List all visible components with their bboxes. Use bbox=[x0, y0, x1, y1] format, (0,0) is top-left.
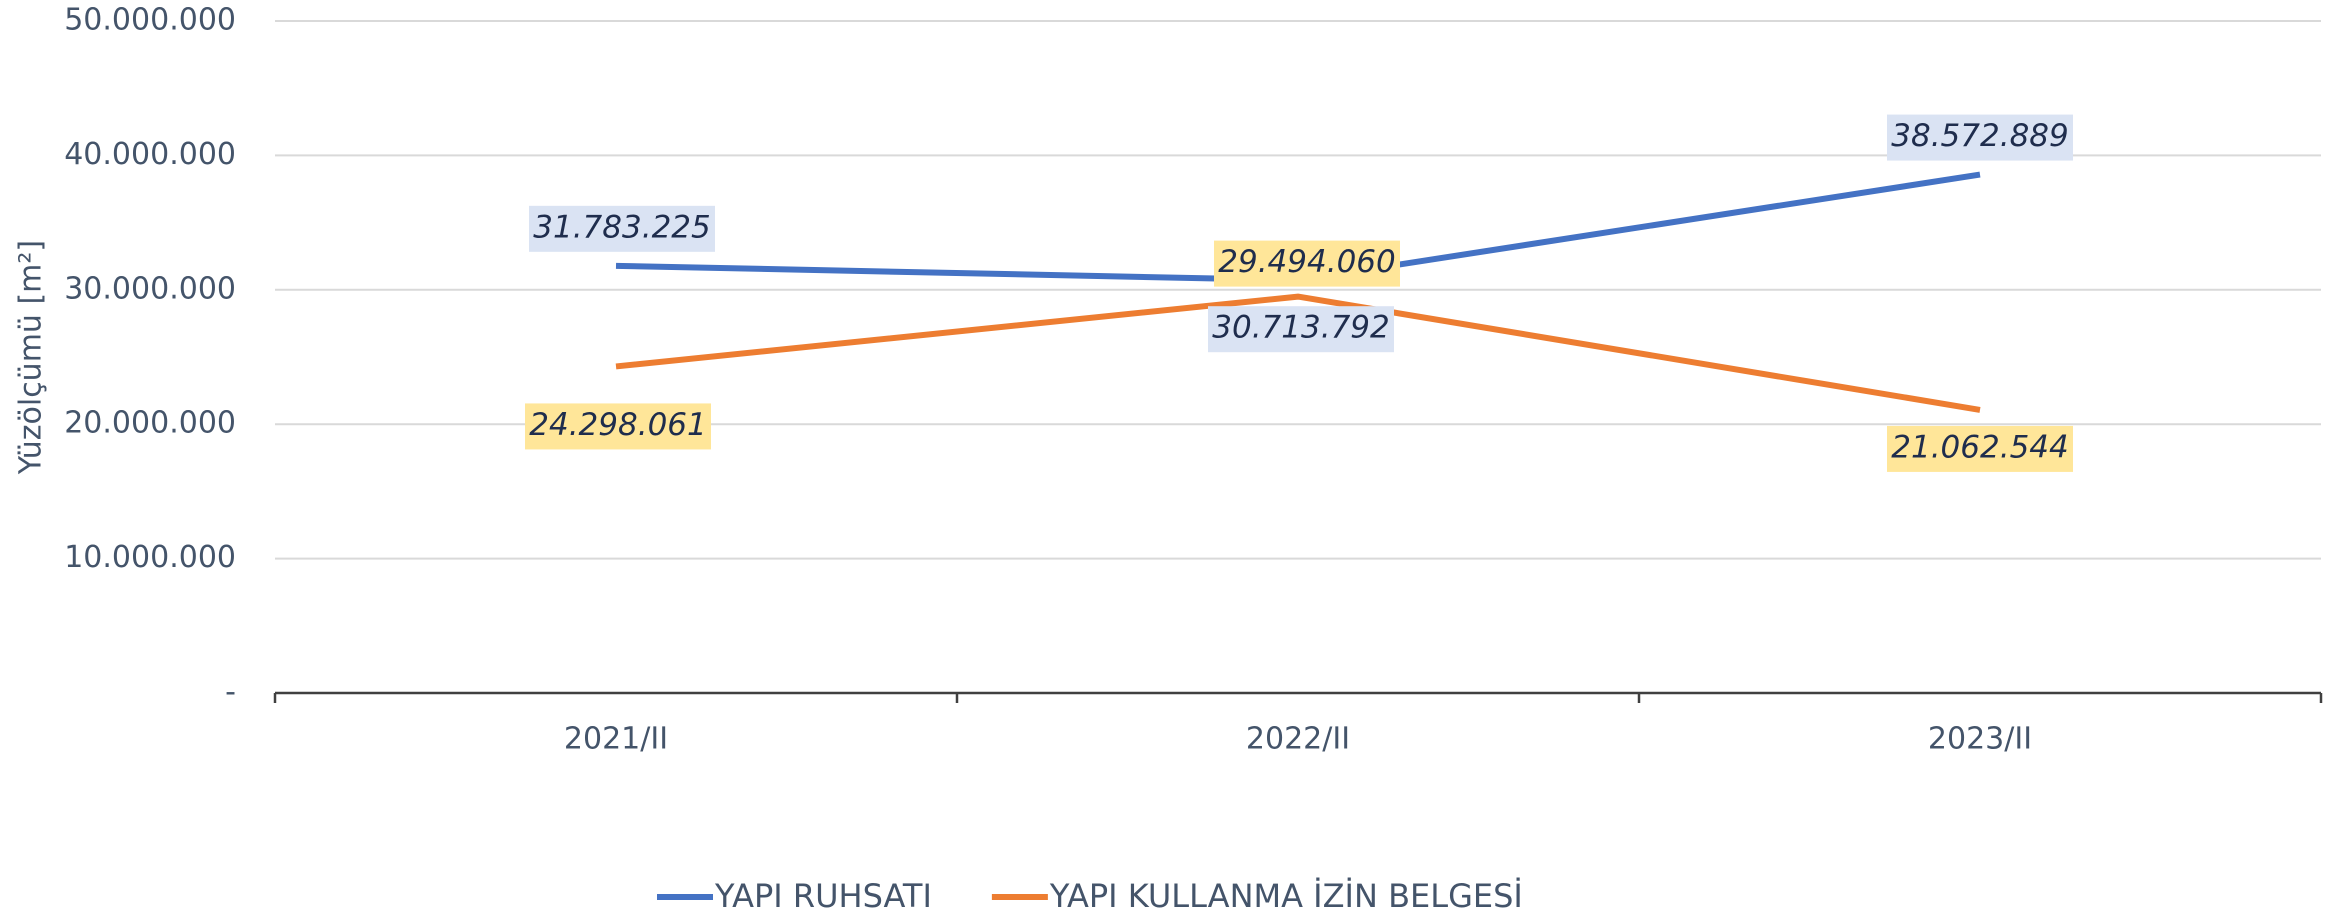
y-tick-label: - bbox=[225, 675, 236, 710]
line-series bbox=[615, 293, 1981, 413]
data-label-bg bbox=[525, 403, 711, 450]
data-label-bg bbox=[1214, 240, 1400, 287]
y-tick-label: 30.000.000 bbox=[64, 271, 236, 306]
data-label-bg bbox=[529, 205, 715, 252]
data-label: 31.783.225 bbox=[533, 209, 711, 245]
data-label: 38.572.889 bbox=[1891, 118, 2069, 154]
data-label: 30.713.792 bbox=[1212, 310, 1390, 346]
data-label-bg bbox=[1887, 114, 2073, 161]
data-label-bg bbox=[1887, 425, 2073, 472]
y-tick-label: 40.000.000 bbox=[64, 137, 236, 172]
legend-label: YAPI KULLANMA İZİN BELGESİ bbox=[1049, 877, 1523, 914]
data-label: 24.298.061 bbox=[529, 407, 707, 443]
data-label-bg bbox=[1208, 306, 1394, 353]
data-label: 29.494.060 bbox=[1218, 244, 1396, 280]
y-tick-label: 10.000.000 bbox=[64, 540, 236, 575]
y-tick-label: 50.000.000 bbox=[64, 3, 236, 38]
x-tick-label: 2023/II bbox=[1928, 722, 2032, 757]
x-tick-label: 2022/II bbox=[1246, 722, 1350, 757]
data-label: 21.062.544 bbox=[1891, 429, 2069, 465]
y-axis-label: Yüzölçümü [m²] bbox=[14, 240, 49, 475]
legend-label: YAPI RUHSATI bbox=[714, 877, 932, 914]
y-tick-label: 20.000.000 bbox=[64, 406, 236, 441]
x-tick-label: 2021/II bbox=[564, 722, 668, 757]
